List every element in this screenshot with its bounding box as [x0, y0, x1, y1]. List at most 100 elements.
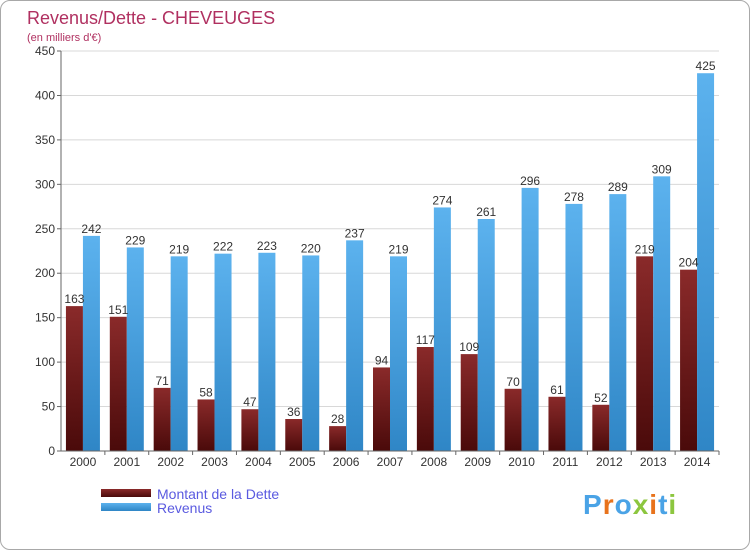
- legend-label: Revenus: [157, 500, 212, 516]
- x-tick-label: 2001: [113, 455, 140, 469]
- data-label: 222: [213, 240, 233, 254]
- y-tick-label: 300: [35, 177, 55, 191]
- logo-letter: o: [614, 489, 633, 520]
- data-label: 70: [506, 375, 520, 389]
- data-label: 36: [287, 405, 301, 419]
- data-label: 220: [301, 241, 321, 255]
- logo-letter: i: [649, 489, 659, 520]
- data-label: 94: [375, 353, 389, 367]
- logo-letter: x: [632, 489, 650, 520]
- data-label: 28: [331, 412, 345, 426]
- x-tick-label: 2014: [684, 455, 711, 469]
- bar-dette: [680, 269, 698, 451]
- bar-dette: [636, 256, 654, 451]
- data-label: 309: [652, 162, 672, 176]
- data-label: 229: [125, 233, 145, 247]
- legend-label: Montant de la Dette: [157, 486, 279, 502]
- bar-revenus: [433, 207, 451, 451]
- data-label: 47: [243, 395, 257, 409]
- logo-letter: P: [583, 489, 603, 520]
- logo-letter: t: [658, 489, 669, 520]
- data-label: 242: [81, 222, 101, 236]
- data-label: 223: [257, 239, 277, 253]
- x-tick-label: 2006: [333, 455, 360, 469]
- bar-revenus: [565, 203, 583, 451]
- x-tick-label: 2002: [157, 455, 184, 469]
- y-tick-label: 400: [35, 88, 55, 102]
- data-label: 58: [199, 385, 213, 399]
- y-tick-label: 0: [48, 444, 55, 458]
- x-tick-label: 2007: [377, 455, 404, 469]
- x-tick-label: 2013: [640, 455, 667, 469]
- bar-dette: [504, 388, 522, 451]
- data-label: 204: [679, 256, 699, 270]
- legend-swatch-dette: [101, 489, 151, 497]
- y-tick-label: 150: [35, 311, 55, 325]
- x-tick-label: 2009: [464, 455, 491, 469]
- bar-dette: [592, 404, 610, 451]
- bar-dette: [329, 426, 347, 451]
- data-label: 52: [594, 391, 608, 405]
- x-tick-label: 2010: [508, 455, 535, 469]
- data-label: 278: [564, 190, 584, 204]
- bar-revenus: [653, 176, 671, 452]
- bar-dette: [65, 306, 83, 451]
- logo-letter: i: [668, 489, 678, 520]
- y-tick-label: 450: [35, 44, 55, 58]
- data-label: 274: [432, 193, 452, 207]
- x-tick-label: 2003: [201, 455, 228, 469]
- data-label: 219: [635, 242, 655, 256]
- y-tick-label: 100: [35, 355, 55, 369]
- logo-letter: r: [602, 489, 615, 520]
- proxiti-logo: Proxiti: [583, 489, 677, 521]
- bar-revenus: [697, 73, 715, 451]
- chart-title: Revenus/Dette - CHEVEUGES: [27, 8, 275, 28]
- labels: 163 242 151 229 71 219 58 222 47 223 36 220 28 237 94 2…: [64, 59, 715, 426]
- bar-revenus: [609, 194, 627, 451]
- data-label: 117: [416, 333, 435, 347]
- data-label: 219: [388, 242, 408, 256]
- axes: 0 50 100 150 200 250 300 350 400 450 2000 2001 2002 2…: [35, 44, 720, 469]
- bar-dette: [548, 396, 566, 451]
- y-tick-label: 200: [35, 266, 55, 280]
- data-label: 219: [169, 242, 189, 256]
- bar-dette: [109, 316, 127, 451]
- bar-revenus: [346, 240, 364, 451]
- data-label: 61: [550, 383, 564, 397]
- bar-dette: [197, 399, 215, 451]
- x-tick-label: 2000: [70, 455, 97, 469]
- data-label: 261: [476, 205, 496, 219]
- bar-dette: [373, 367, 390, 451]
- bar-dette: [241, 409, 259, 451]
- chart-subtitle: (en milliers d'€): [27, 32, 101, 44]
- bar-revenus: [214, 253, 232, 451]
- y-tick-label: 350: [35, 133, 55, 147]
- data-label: 151: [108, 303, 128, 317]
- bar-revenus: [390, 256, 407, 451]
- bar-revenus: [477, 219, 495, 451]
- bar-revenus: [170, 256, 188, 451]
- bar-dette: [416, 347, 434, 451]
- data-label: 425: [696, 59, 716, 73]
- data-label: 237: [345, 226, 365, 240]
- bar-revenus: [521, 187, 539, 451]
- y-tick-label: 50: [42, 400, 56, 414]
- bars: [65, 73, 715, 452]
- x-tick-label: 2012: [596, 455, 623, 469]
- data-label: 71: [155, 374, 169, 388]
- y-tick-label: 250: [35, 222, 55, 236]
- x-tick-label: 2005: [289, 455, 316, 469]
- bar-revenus: [258, 252, 276, 451]
- data-label: 296: [520, 174, 540, 188]
- data-label: 109: [459, 340, 479, 354]
- x-tick-label: 2011: [553, 455, 579, 469]
- bar-revenus: [126, 247, 144, 451]
- bar-dette: [153, 387, 171, 451]
- data-label: 163: [64, 292, 84, 306]
- legend-swatch-revenus: [101, 503, 151, 511]
- x-tick-label: 2004: [245, 455, 272, 469]
- bar-dette: [285, 419, 303, 451]
